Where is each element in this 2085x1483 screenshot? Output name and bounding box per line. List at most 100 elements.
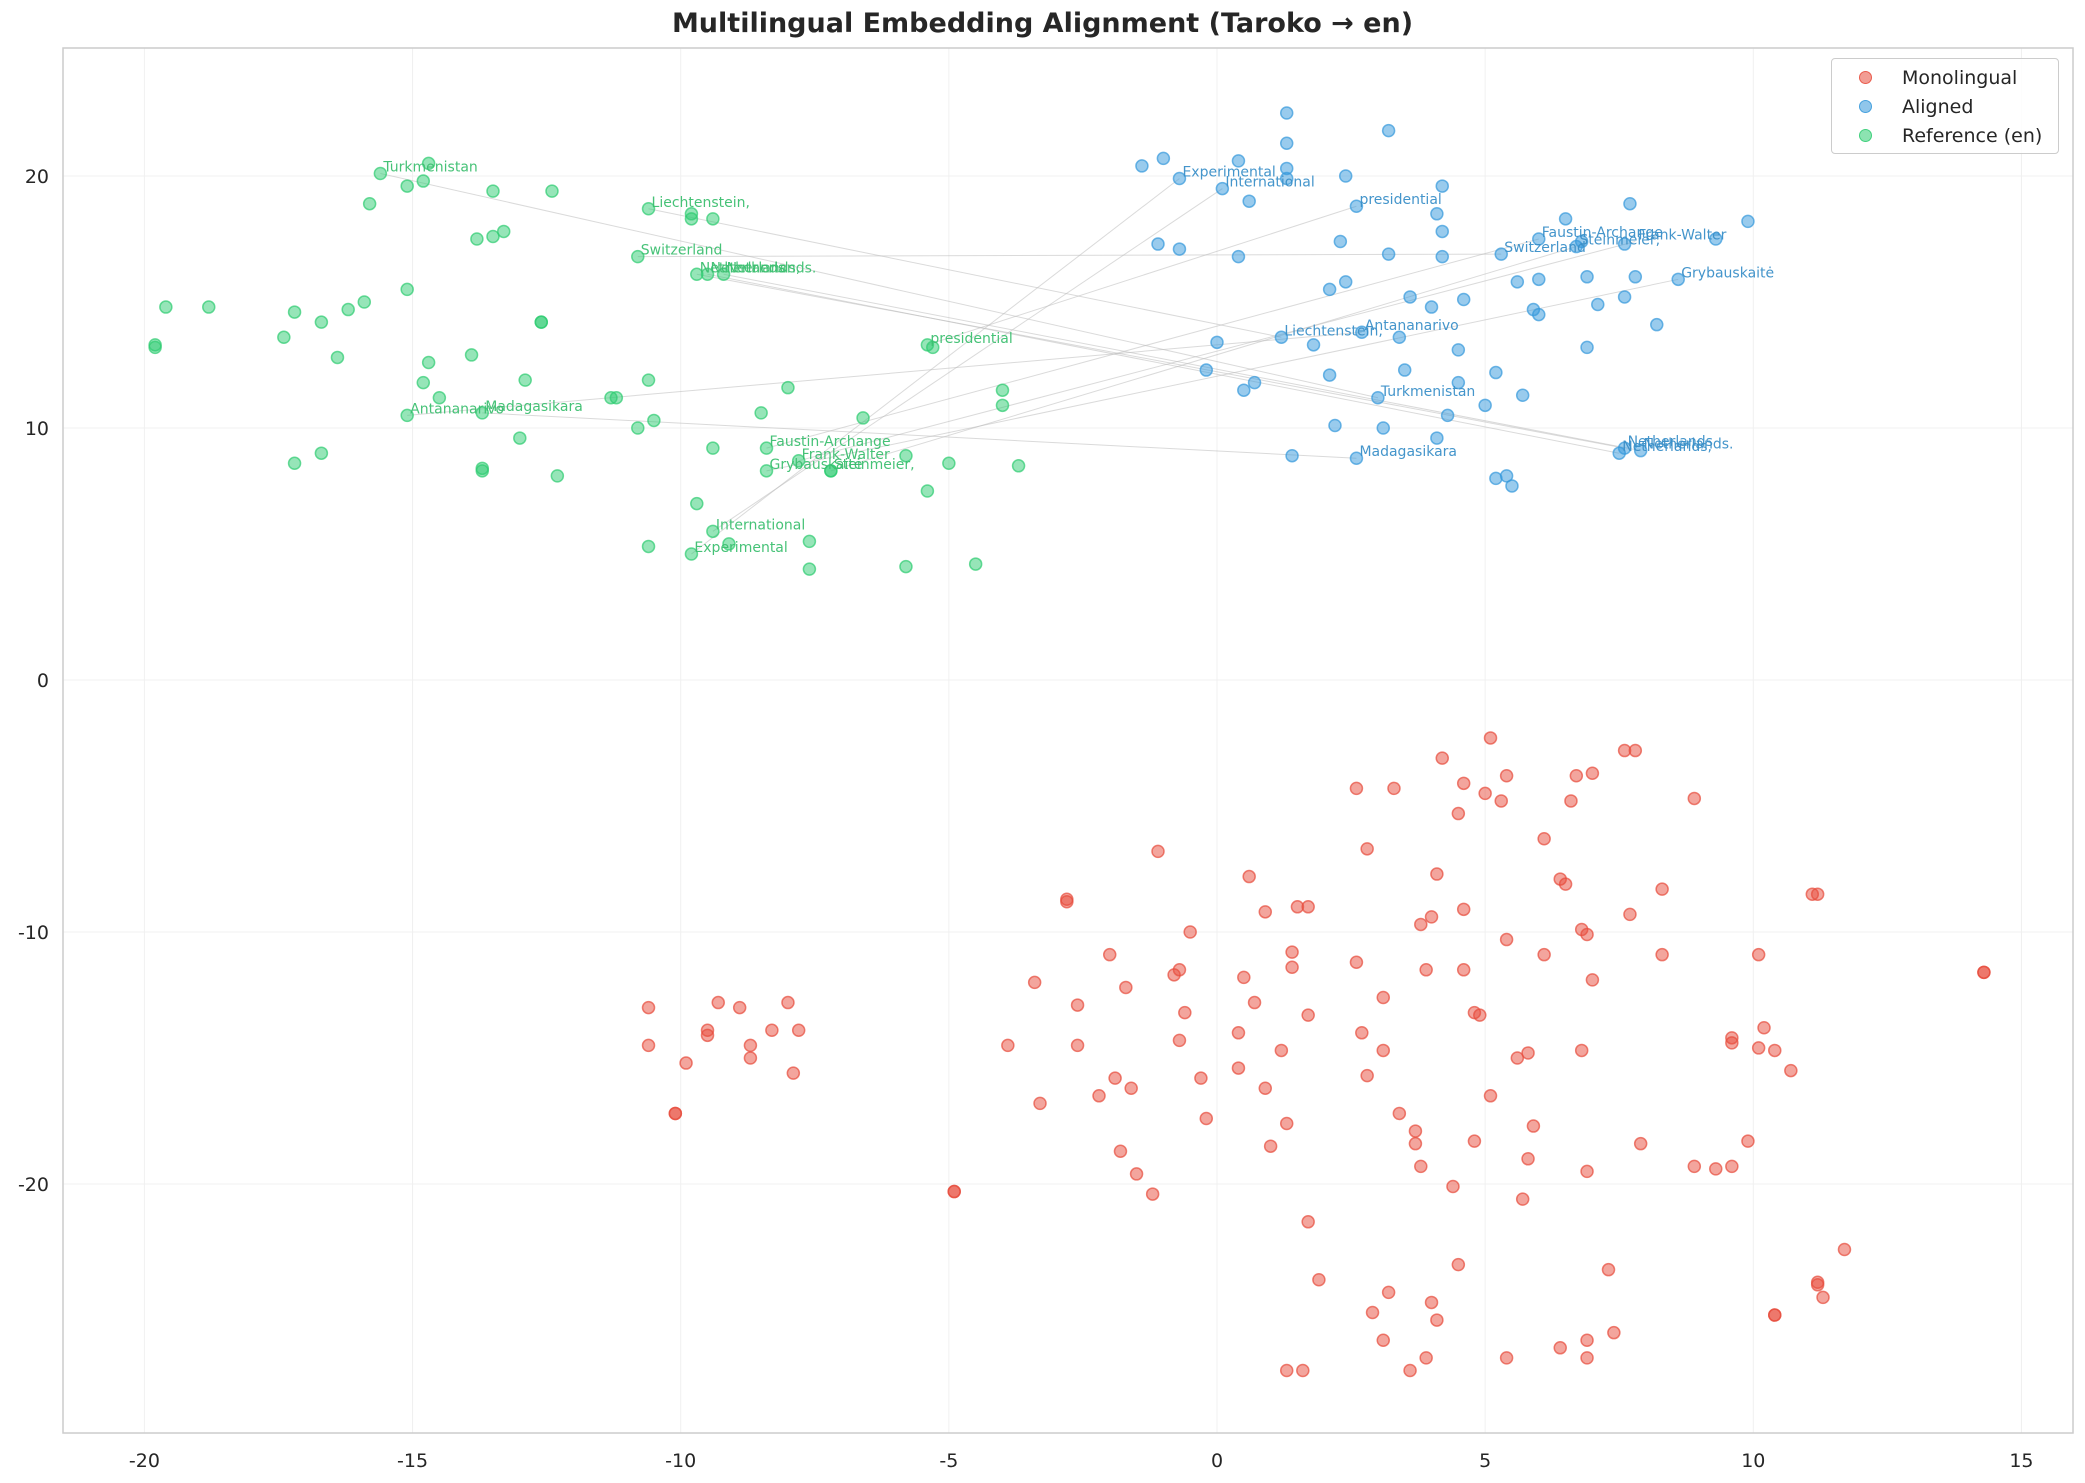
connector-line (648, 208, 1282, 338)
data-point (421, 355, 436, 370)
data-point (1499, 769, 1514, 783)
data-point (1322, 368, 1337, 382)
series-aligned (1135, 106, 1755, 493)
legend-label: Reference (en) (1902, 124, 2043, 147)
data-point (1521, 1046, 1535, 1060)
data-point (641, 539, 656, 554)
data-point (1709, 232, 1723, 246)
data-point (1231, 1061, 1246, 1075)
data-point (1768, 1043, 1782, 1058)
data-point (711, 995, 725, 1010)
data-point (926, 340, 940, 355)
data-point (1349, 451, 1364, 465)
data-point (1113, 1144, 1128, 1158)
data-point (722, 537, 736, 551)
data-point (1505, 479, 1519, 493)
data-point (1231, 1026, 1246, 1040)
data-point (1301, 1008, 1315, 1022)
data-point (1489, 365, 1503, 380)
data-point (1478, 398, 1492, 413)
point-label: Frank-Walter (1638, 228, 1726, 244)
data-point (1478, 786, 1492, 801)
data-point (1349, 955, 1364, 969)
chart-title: Multilingual Embedding Alignment (Taroko… (671, 8, 1414, 39)
data-point (1757, 1021, 1771, 1035)
data-point (1237, 970, 1251, 985)
data-point (1837, 1242, 1852, 1257)
data-point (1381, 123, 1396, 138)
data-point (1558, 877, 1573, 891)
data-point (1435, 179, 1449, 193)
data-point (781, 380, 795, 395)
point-label: Madagasikara (485, 399, 583, 415)
data-point (1237, 383, 1251, 397)
data-point (1027, 975, 1042, 990)
data-point (1199, 1111, 1214, 1126)
point-label: Netherlands, (1622, 439, 1712, 455)
data-point (1553, 1341, 1567, 1355)
data-point (1279, 106, 1294, 120)
point-label: Turkmenistan (1380, 384, 1475, 400)
point-label: Liechtenstein, (1284, 323, 1382, 339)
data-point (416, 174, 431, 188)
data-point (1451, 343, 1466, 357)
connector-line (482, 412, 1357, 459)
y-tick-label: 20 (25, 166, 49, 188)
connector-line (380, 172, 1378, 399)
data-point (1349, 199, 1364, 213)
point-label: Steinmeier, (1579, 233, 1660, 249)
data-point (1617, 441, 1632, 455)
data-point (1231, 249, 1246, 264)
data-point (1510, 275, 1525, 289)
data-point (668, 1106, 683, 1121)
data-point (1574, 1043, 1589, 1058)
data-point (754, 406, 768, 420)
point-label: Netherlands (1628, 434, 1713, 450)
data-point (1151, 237, 1165, 251)
data-point (1650, 317, 1664, 332)
data-point (1033, 1096, 1047, 1111)
data-point (1135, 159, 1149, 173)
data-point (1580, 340, 1594, 355)
point-label: presidential (930, 331, 1012, 347)
data-point (899, 448, 913, 463)
data-point (1258, 905, 1273, 919)
data-point (995, 383, 1010, 397)
data-point (1499, 932, 1514, 947)
data-point (1258, 1081, 1273, 1095)
data-point (1435, 224, 1449, 239)
data-point (1816, 1290, 1830, 1305)
point-label: Antananarivo (410, 401, 504, 417)
x-tick-label: -15 (397, 1450, 428, 1472)
data-point (1655, 947, 1669, 962)
data-point (732, 1000, 747, 1015)
data-point (1242, 194, 1256, 208)
data-point (1494, 794, 1508, 808)
data-point (1194, 1071, 1208, 1085)
data-point (486, 184, 500, 198)
data-point (1580, 270, 1594, 284)
data-point (743, 1051, 758, 1065)
data-point (700, 267, 715, 282)
data-point (759, 464, 774, 478)
data-point (1199, 363, 1214, 377)
data-point (716, 267, 731, 282)
data-point (1247, 375, 1262, 390)
data-point (1751, 947, 1766, 962)
data-point (791, 454, 806, 468)
data-point (1585, 973, 1600, 987)
data-point (1424, 910, 1439, 924)
legend-item-reference: Reference (en) (1832, 121, 2058, 150)
data-point (641, 202, 656, 216)
data-point (1355, 1026, 1369, 1040)
data-point (1355, 325, 1369, 339)
data-point (1430, 1313, 1444, 1327)
data-point (684, 212, 699, 226)
data-point (341, 302, 355, 317)
data-point (1403, 290, 1417, 304)
data-point (920, 484, 935, 498)
data-point (802, 534, 817, 549)
data-point (1456, 292, 1471, 307)
data-point (1376, 1333, 1391, 1347)
data-point (534, 315, 549, 329)
